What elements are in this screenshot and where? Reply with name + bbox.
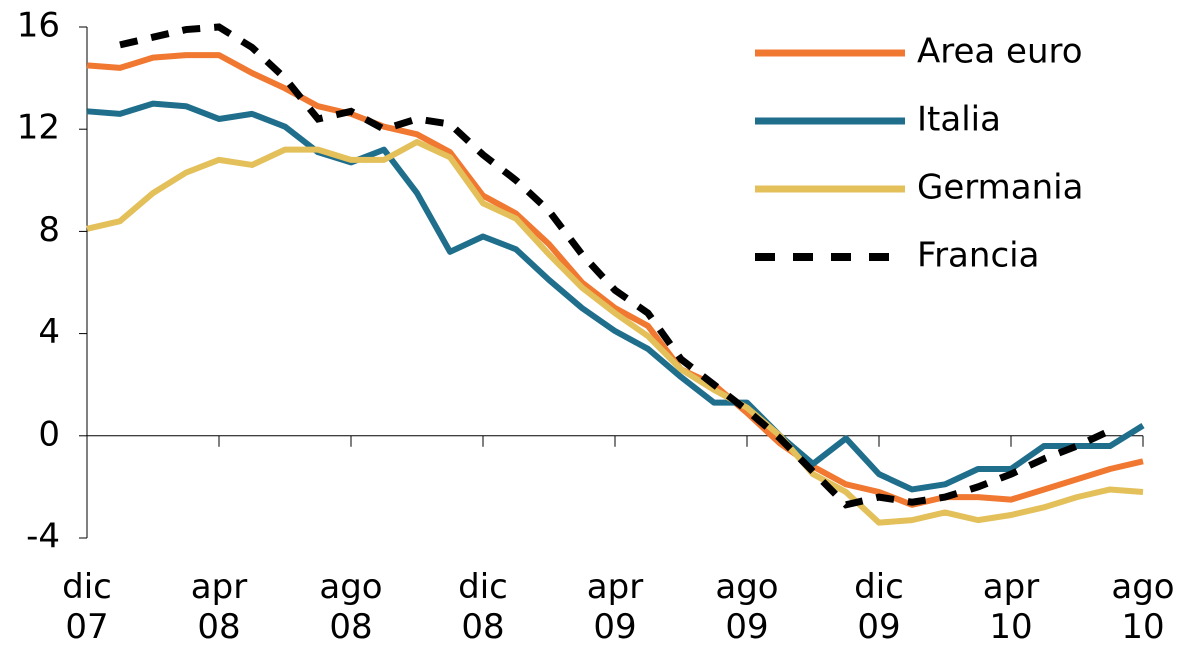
- y-tick-label: 16: [17, 6, 60, 46]
- y-tick-label: 8: [38, 210, 60, 250]
- x-tick-label: ago 08: [319, 567, 383, 647]
- x-tick-label: apr 10: [982, 567, 1040, 647]
- x-tick-label: dic 08: [458, 567, 508, 647]
- legend-label: Italia: [917, 100, 1001, 140]
- series-line: [86, 138, 1144, 526]
- series-line: [119, 23, 1112, 509]
- y-tick-label: 0: [38, 414, 60, 454]
- x-tick-label: dic 09: [854, 567, 904, 647]
- y-tick-label: 4: [38, 312, 60, 352]
- y-tick-label: 12: [17, 108, 60, 148]
- series-line: [86, 52, 1144, 508]
- legend-label: Francia: [917, 236, 1039, 276]
- x-tick-label: ago 09: [715, 567, 779, 647]
- legend-label: Germania: [917, 168, 1083, 208]
- x-tick-label: apr 08: [190, 567, 248, 647]
- series-line: [86, 100, 1145, 493]
- x-tick-label: dic 07: [62, 567, 112, 647]
- legend-label: Area euro: [917, 32, 1083, 72]
- y-tick-label: -4: [26, 517, 60, 557]
- x-tick-label: ago 10: [1111, 567, 1175, 647]
- x-tick-label: apr 09: [586, 567, 644, 647]
